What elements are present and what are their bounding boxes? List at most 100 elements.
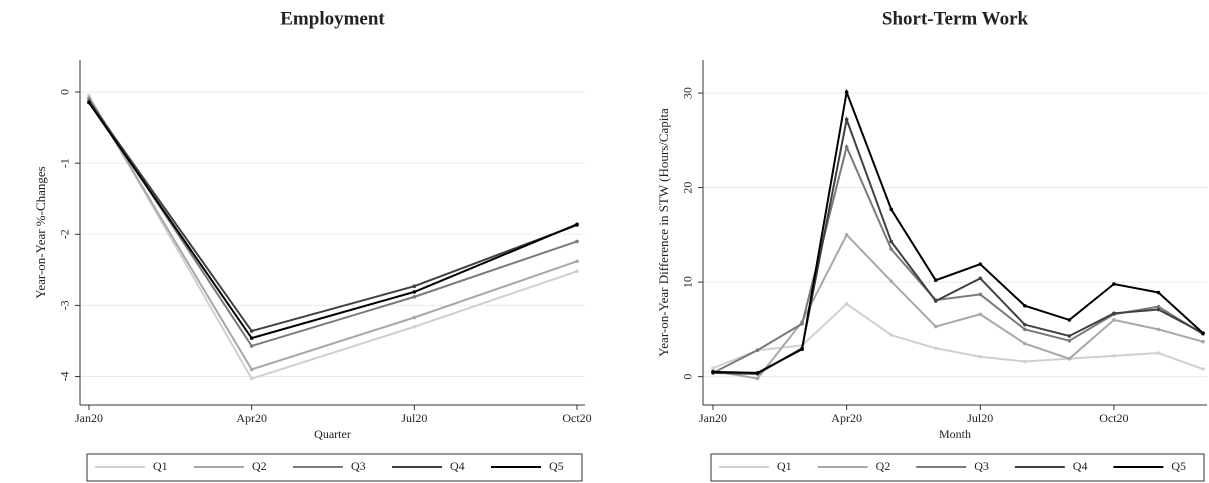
data-point bbox=[933, 299, 938, 303]
legend-label: Q3 bbox=[974, 459, 989, 473]
x-tick-label: Jan20 bbox=[75, 411, 103, 425]
legend-label: Q4 bbox=[1073, 459, 1088, 473]
data-point bbox=[575, 239, 579, 244]
data-point bbox=[1201, 339, 1205, 344]
data-point bbox=[249, 367, 254, 372]
data-point bbox=[412, 315, 417, 320]
legend-box bbox=[86, 453, 583, 482]
data-point bbox=[844, 233, 849, 237]
y-tick-label: -1 bbox=[58, 158, 72, 168]
data-point bbox=[412, 324, 417, 329]
data-point bbox=[844, 117, 849, 122]
legend-label: Q1 bbox=[153, 459, 168, 473]
data-point bbox=[1023, 341, 1027, 346]
x-axis-label: Month bbox=[939, 427, 971, 441]
x-tick-label: Jan20 bbox=[699, 411, 727, 425]
y-tick-label: -3 bbox=[58, 300, 72, 310]
data-point bbox=[1023, 327, 1027, 332]
data-point bbox=[575, 269, 579, 274]
series-line bbox=[712, 115, 1204, 375]
data-point bbox=[1156, 290, 1161, 295]
data-point bbox=[800, 347, 804, 352]
legend-label: Q5 bbox=[549, 459, 564, 473]
data-point bbox=[249, 329, 254, 333]
legend-label: Q1 bbox=[777, 459, 792, 473]
legend-label: Q3 bbox=[351, 459, 366, 473]
data-point bbox=[933, 346, 938, 351]
legend-label: Q5 bbox=[1171, 459, 1186, 473]
data-point bbox=[755, 376, 760, 381]
data-point bbox=[87, 100, 91, 105]
y-tick-label: 0 bbox=[681, 374, 695, 380]
data-point bbox=[1067, 338, 1072, 343]
data-point bbox=[1112, 354, 1116, 358]
data-point bbox=[978, 292, 983, 297]
data-point bbox=[933, 278, 938, 283]
data-point bbox=[412, 284, 417, 289]
x-tick-label: Apr20 bbox=[236, 411, 267, 425]
data-point bbox=[1156, 304, 1161, 309]
series-line bbox=[88, 102, 578, 340]
data-point bbox=[755, 371, 760, 375]
data-point bbox=[1023, 359, 1027, 364]
data-point bbox=[844, 145, 849, 149]
data-point bbox=[1067, 356, 1072, 361]
x-tick-label: Oct20 bbox=[1099, 411, 1128, 425]
data-point bbox=[978, 312, 983, 317]
data-point bbox=[1156, 307, 1161, 312]
series-line bbox=[712, 143, 1204, 374]
y-tick-label: 0 bbox=[58, 89, 72, 95]
data-point bbox=[1156, 327, 1161, 332]
data-point bbox=[1201, 331, 1205, 335]
data-point bbox=[249, 336, 254, 340]
legend-label: Q2 bbox=[876, 459, 891, 473]
data-point bbox=[889, 279, 893, 283]
y-tick-label: 30 bbox=[681, 87, 695, 99]
y-axis-label: Year-on-Year %-Changes bbox=[33, 166, 48, 299]
x-tick-label: Jul20 bbox=[967, 411, 993, 425]
chart-title: Employment bbox=[280, 8, 385, 29]
series-line bbox=[88, 95, 578, 380]
data-point bbox=[412, 295, 417, 299]
data-point bbox=[1201, 367, 1205, 371]
data-point bbox=[249, 344, 254, 348]
data-point bbox=[1112, 318, 1116, 322]
series-line bbox=[712, 88, 1204, 374]
x-tick-label: Apr20 bbox=[831, 411, 862, 425]
y-tick-label: -4 bbox=[58, 372, 72, 382]
data-point bbox=[844, 90, 849, 94]
data-point bbox=[889, 247, 893, 251]
data-point bbox=[1023, 322, 1027, 327]
series-line bbox=[88, 97, 578, 371]
y-tick-label: 10 bbox=[681, 276, 695, 288]
legend-label: Q4 bbox=[450, 459, 465, 473]
data-point bbox=[711, 370, 715, 374]
data-point bbox=[889, 239, 893, 244]
legend-box bbox=[710, 453, 1205, 482]
y-tick-label: -2 bbox=[58, 229, 72, 239]
series-line bbox=[88, 100, 578, 333]
data-point bbox=[575, 259, 579, 264]
data-point bbox=[1156, 351, 1161, 355]
data-point bbox=[889, 207, 893, 212]
data-point bbox=[1112, 311, 1116, 316]
x-tick-label: Jul20 bbox=[401, 411, 427, 425]
data-point bbox=[711, 366, 715, 370]
series-line bbox=[712, 233, 1204, 380]
series-line bbox=[712, 302, 1204, 371]
data-point bbox=[889, 333, 893, 337]
legend-label: Q2 bbox=[252, 459, 267, 473]
y-axis-label: Year-on-Year Difference in STW (Hours/Ca… bbox=[656, 108, 671, 357]
data-point bbox=[978, 354, 983, 359]
data-point bbox=[575, 222, 579, 227]
data-point bbox=[800, 321, 804, 326]
data-point bbox=[978, 276, 983, 281]
series-line bbox=[88, 98, 578, 348]
data-point bbox=[1023, 303, 1027, 308]
data-point bbox=[933, 324, 938, 329]
x-tick-label: Oct20 bbox=[562, 411, 591, 425]
x-axis-label: Quarter bbox=[314, 427, 351, 441]
data-point bbox=[844, 302, 849, 306]
data-point bbox=[1112, 282, 1116, 286]
